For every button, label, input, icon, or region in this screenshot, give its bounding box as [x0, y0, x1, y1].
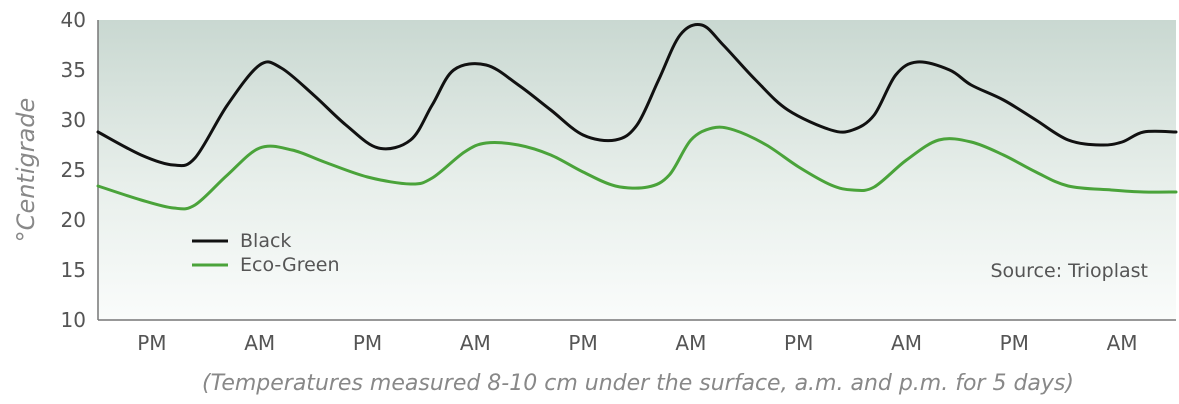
y-tick-label: 10: [61, 308, 86, 332]
y-axis-label: °Centigrade: [12, 98, 40, 243]
source-annotation: Source: Trioplast: [990, 260, 1148, 282]
y-tick-label: 20: [61, 208, 86, 232]
x-tick-label: PM: [784, 331, 813, 355]
x-axis-label: (Temperatures measured 8-10 cm under the…: [202, 371, 1074, 396]
series-line-black: [96, 23, 1178, 168]
x-tick-label: AM: [675, 331, 706, 355]
x-tick-label: AM: [460, 331, 491, 355]
x-tick-label: AM: [244, 331, 275, 355]
x-tick-label: PM: [568, 331, 597, 355]
series-line-eco-green: [96, 125, 1178, 211]
y-tick-label: 25: [61, 158, 86, 182]
plot-background: [98, 20, 1176, 320]
x-tick-label: PM: [1000, 331, 1029, 355]
y-tick-label: 40: [61, 8, 86, 32]
legend-label-eco-green: Eco-Green: [240, 254, 340, 276]
x-tick-label: AM: [1107, 331, 1138, 355]
y-tick-label: 35: [61, 58, 86, 82]
x-tick-label: PM: [137, 331, 166, 355]
x-tick-label: AM: [891, 331, 922, 355]
x-tick-label: PM: [353, 331, 382, 355]
legend-label-black: Black: [240, 230, 291, 252]
y-tick-label: 15: [61, 258, 86, 282]
y-tick-label: 30: [61, 108, 86, 132]
